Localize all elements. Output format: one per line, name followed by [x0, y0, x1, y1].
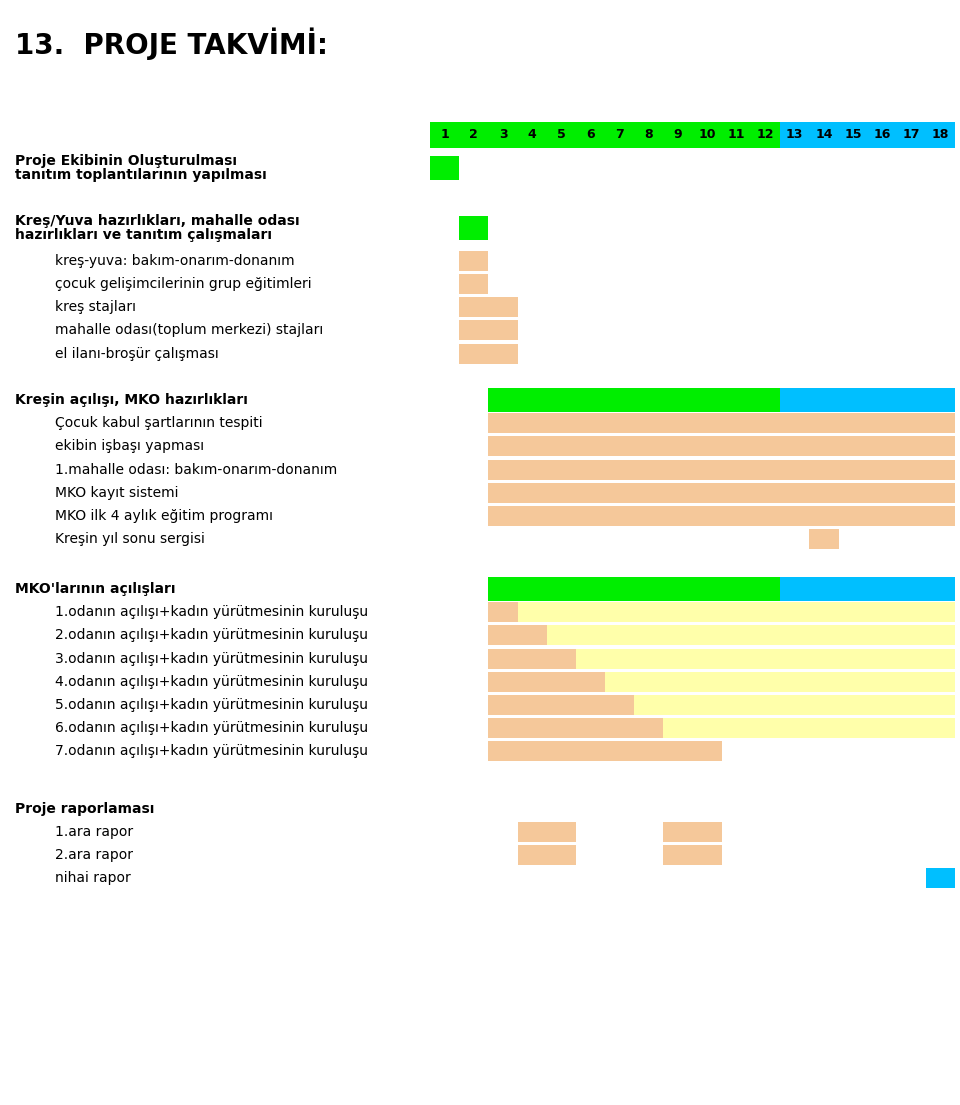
Bar [517, 822, 547, 842]
Text: 1.ara rapor: 1.ara rapor [55, 825, 133, 839]
Bar [663, 822, 722, 842]
Bar [459, 344, 517, 364]
Bar [517, 602, 955, 622]
Text: Kreş/Yuva hazırlıkları, mahalle odası: Kreş/Yuva hazırlıkları, mahalle odası [15, 213, 300, 228]
Text: 3.odanın açılışı+kadın yürütmesinin kuruluşu: 3.odanın açılışı+kadın yürütmesinin kuru… [55, 652, 368, 665]
Bar [489, 413, 955, 433]
Text: nihai rapor: nihai rapor [55, 872, 131, 885]
Bar [635, 695, 955, 715]
Text: Çocuk kabul şartlarının tespiti: Çocuk kabul şartlarının tespiti [55, 417, 263, 430]
Bar [489, 695, 663, 715]
Text: MKO kayıt sistemi: MKO kayıt sistemi [55, 486, 179, 499]
Bar [663, 845, 722, 865]
Text: 7.odanın açılışı+kadın yürütmesinin kuruluşu: 7.odanın açılışı+kadın yürütmesinin kuru… [55, 745, 368, 758]
Bar [489, 460, 955, 480]
Text: ekibin işbaşı yapması: ekibin işbaşı yapması [55, 440, 204, 453]
Text: 9: 9 [674, 128, 683, 141]
Bar [489, 436, 955, 456]
Bar [547, 625, 955, 645]
Bar [459, 215, 489, 240]
Text: çocuk gelişimcilerinin grup eğitimleri: çocuk gelişimcilerinin grup eğitimleri [55, 277, 312, 291]
Text: 2.odanın açılışı+kadın yürütmesinin kuruluşu: 2.odanın açılışı+kadın yürütmesinin kuru… [55, 629, 368, 642]
Text: 14: 14 [815, 128, 832, 141]
Text: 13.  PROJE TAKVİMİ:: 13. PROJE TAKVİMİ: [15, 28, 328, 60]
Text: 11: 11 [728, 128, 745, 141]
Bar [663, 718, 955, 738]
Bar [489, 649, 605, 669]
Bar [459, 320, 517, 340]
Text: 5: 5 [557, 128, 565, 141]
Text: 2: 2 [469, 128, 478, 141]
Text: hazırlıkları ve tanıtım çalışmaları: hazırlıkları ve tanıtım çalışmaları [15, 228, 272, 242]
Text: Kreşin yıl sonu sergisi: Kreşin yıl sonu sergisi [55, 533, 204, 546]
Bar [430, 156, 459, 180]
Text: kreş-yuva: bakım-onarım-donanım: kreş-yuva: bakım-onarım-donanım [55, 254, 295, 267]
Bar [489, 483, 955, 503]
Bar [489, 602, 547, 622]
Text: 6.odanın açılışı+kadın yürütmesinin kuruluşu: 6.odanın açılışı+kadın yürütmesinin kuru… [55, 722, 368, 735]
Bar [459, 251, 489, 271]
Text: Proje raporlaması: Proje raporlaması [15, 802, 155, 815]
Bar [517, 845, 576, 865]
Text: 4.odanın açılışı+kadın yürütmesinin kuruluşu: 4.odanın açılışı+kadın yürütmesinin kuru… [55, 675, 368, 688]
Bar [459, 297, 517, 317]
Text: 18: 18 [932, 128, 949, 141]
Bar [489, 506, 955, 526]
Text: 1: 1 [441, 128, 449, 141]
Bar [489, 577, 780, 601]
Text: 5.odanın açılışı+kadın yürütmesinin kuruluşu: 5.odanın açılışı+kadın yürütmesinin kuru… [55, 698, 368, 712]
Text: 4: 4 [528, 128, 537, 141]
Text: kreş stajları: kreş stajları [55, 301, 136, 314]
Bar [780, 577, 955, 601]
Text: 15: 15 [845, 128, 862, 141]
Bar [459, 274, 489, 294]
Text: MKO'larının açılışları: MKO'larının açılışları [15, 582, 176, 596]
Text: 1.mahalle odası: bakım-onarım-donanım: 1.mahalle odası: bakım-onarım-donanım [55, 463, 337, 476]
Text: MKO ilk 4 aylık eğitim programı: MKO ilk 4 aylık eğitim programı [55, 509, 273, 523]
Text: 8: 8 [644, 128, 653, 141]
Text: 10: 10 [699, 128, 716, 141]
Text: 7: 7 [615, 128, 624, 141]
Bar [517, 822, 576, 842]
Bar [430, 122, 780, 148]
Text: 12: 12 [756, 128, 775, 141]
Text: mahalle odası(toplum merkezi) stajları: mahalle odası(toplum merkezi) stajları [55, 324, 324, 337]
Bar [780, 122, 955, 148]
Text: 6: 6 [587, 128, 595, 141]
Text: Kreşin açılışı, MKO hazırlıkları: Kreşin açılışı, MKO hazırlıkları [15, 393, 248, 407]
Text: 2.ara rapor: 2.ara rapor [55, 849, 133, 862]
Bar [576, 649, 955, 669]
Bar [926, 869, 955, 888]
Text: 1.odanın açılışı+kadın yürütmesinin kuruluşu: 1.odanın açılışı+kadın yürütmesinin kuru… [55, 606, 368, 619]
Text: el ilanı-broşür çalışması: el ilanı-broşür çalışması [55, 347, 219, 360]
Text: 13: 13 [786, 128, 804, 141]
Bar [489, 718, 693, 738]
Bar [780, 388, 955, 412]
Bar [489, 672, 635, 692]
Bar [489, 388, 780, 412]
Text: tanıtım toplantılarının yapılması: tanıtım toplantılarının yapılması [15, 168, 267, 182]
Bar [663, 822, 693, 842]
Bar [489, 625, 576, 645]
Bar [809, 529, 838, 549]
Text: Proje Ekibinin Oluşturulması: Proje Ekibinin Oluşturulması [15, 154, 237, 168]
Text: 3: 3 [498, 128, 507, 141]
Bar [489, 741, 722, 761]
Text: 16: 16 [874, 128, 891, 141]
Text: 17: 17 [902, 128, 921, 141]
Bar [605, 672, 955, 692]
